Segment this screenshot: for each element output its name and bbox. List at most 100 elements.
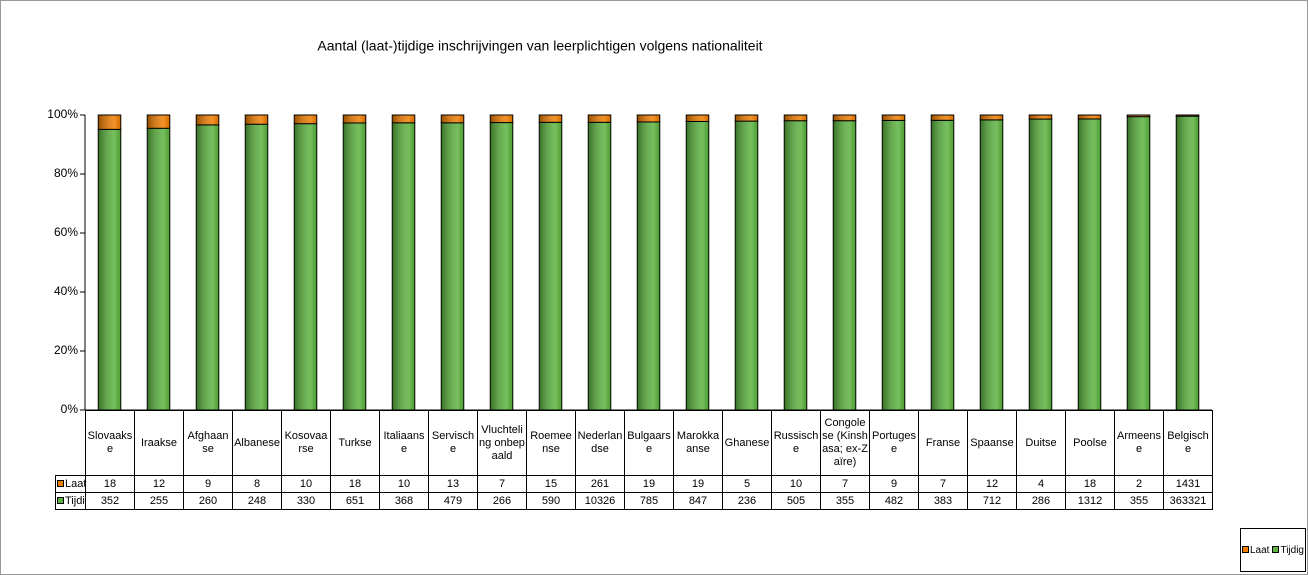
x-tick-label: Slovaakse bbox=[85, 410, 135, 476]
bar-segment bbox=[881, 119, 906, 411]
series-row: Tijdig3522552602483306513684792665901032… bbox=[55, 492, 1213, 510]
table-value: 10 bbox=[379, 475, 429, 493]
table-value: 368 bbox=[379, 492, 429, 510]
bar-segment bbox=[440, 122, 465, 411]
bar-segment bbox=[734, 114, 759, 122]
bar-segment bbox=[685, 120, 710, 411]
x-tick-label: Afghaanse bbox=[183, 410, 233, 476]
table-value: 5 bbox=[722, 475, 772, 493]
y-tick-label: 60% bbox=[54, 225, 78, 239]
table-value: 18 bbox=[85, 475, 135, 493]
table-value: 15 bbox=[526, 475, 576, 493]
x-tick-label: Turkse bbox=[330, 410, 380, 476]
table-value: 12 bbox=[134, 475, 184, 493]
y-tick-label: 100% bbox=[47, 107, 78, 121]
table-value: 7 bbox=[918, 475, 968, 493]
series-row: Laat 18 12 9 8 10 18 10 13 7 15 261 19 19 5 10 7 9 7 12 4 18 2… bbox=[55, 475, 1213, 493]
table-value: 4 bbox=[1016, 475, 1066, 493]
table-value: 651 bbox=[330, 492, 380, 510]
table-value: 286 bbox=[1016, 492, 1066, 510]
x-tick-label: Ghanese bbox=[722, 410, 772, 476]
bar-segment bbox=[734, 120, 759, 411]
x-tick-label: Bulgaarse bbox=[624, 410, 674, 476]
bar-segment bbox=[146, 114, 171, 129]
bar-segment bbox=[930, 114, 955, 121]
bar-segment bbox=[489, 122, 514, 411]
table-value: 10 bbox=[281, 475, 331, 493]
table-value: 363321 bbox=[1163, 492, 1213, 510]
x-tick-label: Spaanse bbox=[967, 410, 1017, 476]
bar-segment bbox=[97, 114, 122, 130]
bar-segment bbox=[97, 128, 122, 411]
bar-segment bbox=[1126, 114, 1151, 118]
bar-segment bbox=[1126, 116, 1151, 411]
bar-segment bbox=[342, 122, 367, 411]
table-value: 10326 bbox=[575, 492, 625, 510]
bar-segment bbox=[195, 114, 220, 126]
table-value: 13 bbox=[428, 475, 478, 493]
bar-segment bbox=[587, 121, 612, 411]
bar-segment bbox=[587, 114, 612, 123]
table-value: 7 bbox=[477, 475, 527, 493]
bar-segment bbox=[685, 114, 710, 122]
table-value: 1431 bbox=[1163, 475, 1213, 493]
bar-segment bbox=[979, 119, 1004, 411]
bar-segment bbox=[146, 127, 171, 411]
row-header: Laat bbox=[55, 475, 86, 493]
table-value: 712 bbox=[967, 492, 1017, 510]
table-value: 261 bbox=[575, 475, 625, 493]
x-tick-label: Vluchteling onbepaald bbox=[477, 410, 527, 476]
bar-segment bbox=[538, 114, 563, 123]
x-tick-label: Congolese (Kinshasa; ex-Zaïre) bbox=[820, 410, 870, 476]
x-tick-label: Marokkaanse bbox=[673, 410, 723, 476]
legend-swatch bbox=[57, 497, 64, 505]
table-value: 355 bbox=[820, 492, 870, 510]
row-header-label: Tijdig bbox=[65, 494, 85, 507]
bar-segment bbox=[832, 114, 857, 122]
category-row: Slovaakse Iraakse Afghaanse Albanese Kosovaa… bbox=[55, 410, 1213, 476]
table-value: 12 bbox=[967, 475, 1017, 493]
table-value: 8 bbox=[232, 475, 282, 493]
row-header: Tijdig bbox=[55, 492, 86, 510]
x-tick-label: Albanese bbox=[232, 410, 282, 476]
bar-segment bbox=[881, 114, 906, 121]
table-value: 18 bbox=[1065, 475, 1115, 493]
table-value: 248 bbox=[232, 492, 282, 510]
bar-segment bbox=[783, 120, 808, 411]
table-corner bbox=[55, 410, 86, 476]
table-value: 9 bbox=[183, 475, 233, 493]
chart-title: Aantal (laat-)tijdige inschrijvingen van… bbox=[317, 38, 762, 54]
x-tick-label: Duitse bbox=[1016, 410, 1066, 476]
table-value: 330 bbox=[281, 492, 331, 510]
bar-segment bbox=[783, 114, 808, 122]
x-tick-label: Italiaanse bbox=[379, 410, 429, 476]
legend-swatch bbox=[1272, 546, 1280, 554]
x-tick-label: Armeense bbox=[1114, 410, 1164, 476]
bar-segment bbox=[636, 121, 661, 411]
table-value: 785 bbox=[624, 492, 674, 510]
legend-label: Laat bbox=[1250, 544, 1270, 556]
y-tick-label: 80% bbox=[54, 166, 78, 180]
bar-segment bbox=[1028, 114, 1053, 120]
bar-segment bbox=[293, 123, 318, 411]
data-table: Slovaakse Iraakse Afghaanse Albanese Kosovaa… bbox=[55, 410, 1213, 510]
bar-segment bbox=[440, 114, 465, 124]
x-tick-label: Servische bbox=[428, 410, 478, 476]
table-value: 10 bbox=[771, 475, 821, 493]
x-tick-label: Nederlandse bbox=[575, 410, 625, 476]
table-value: 2 bbox=[1114, 475, 1164, 493]
table-value: 847 bbox=[673, 492, 723, 510]
table-value: 355 bbox=[1114, 492, 1164, 510]
table-value: 260 bbox=[183, 492, 233, 510]
y-tick-label: 20% bbox=[54, 343, 78, 357]
bar-segment bbox=[244, 114, 269, 125]
x-tick-label: Poolse bbox=[1065, 410, 1115, 476]
table-value: 505 bbox=[771, 492, 821, 510]
bar-segment bbox=[1175, 114, 1200, 117]
x-tick-label: Belgische bbox=[1163, 410, 1213, 476]
legend: Laat Tijdig bbox=[1240, 528, 1306, 572]
bar-segment bbox=[293, 114, 318, 125]
row-header-label: Laat bbox=[65, 477, 86, 490]
bar-segment bbox=[1028, 118, 1053, 411]
